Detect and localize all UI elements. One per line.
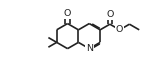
Text: O: O <box>106 10 114 19</box>
Text: N: N <box>86 44 93 53</box>
Text: O: O <box>64 9 71 18</box>
Text: O: O <box>116 25 123 34</box>
